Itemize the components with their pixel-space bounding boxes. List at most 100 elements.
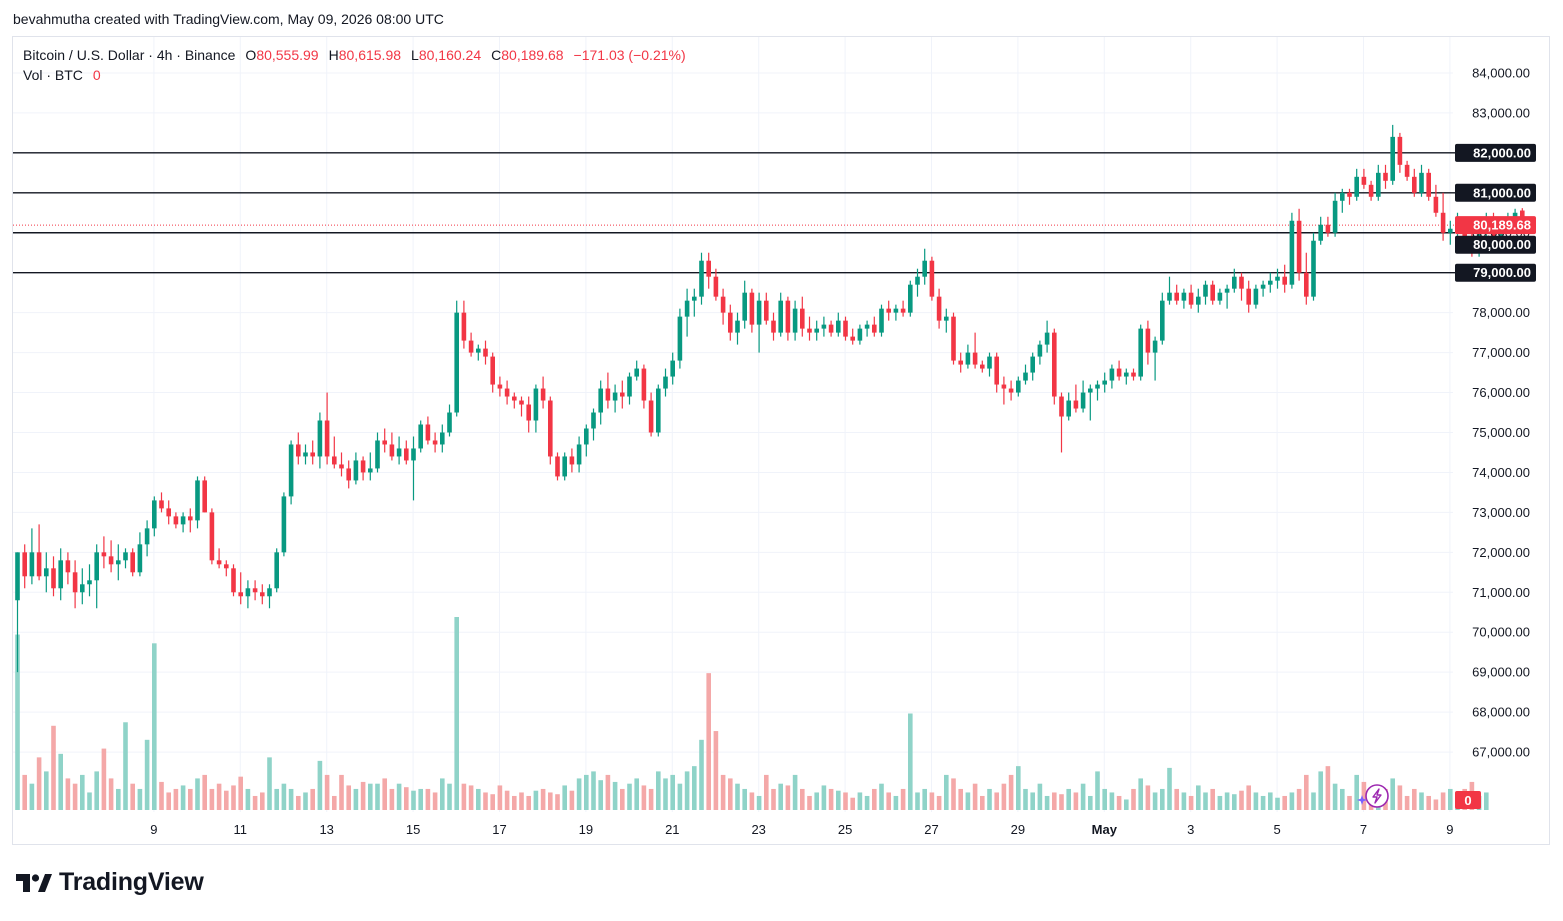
candle-body[interactable] — [396, 448, 402, 457]
candle-body[interactable] — [778, 300, 783, 333]
candle-body[interactable] — [900, 308, 906, 313]
candle-body[interactable] — [944, 316, 949, 321]
candle-body[interactable] — [116, 560, 121, 565]
candle-body[interactable] — [1383, 172, 1388, 181]
candle-body[interactable] — [972, 352, 978, 365]
candle-body[interactable] — [807, 328, 812, 333]
candle-body[interactable] — [620, 392, 625, 397]
candle-body[interactable] — [764, 300, 769, 321]
candle-body[interactable] — [857, 328, 863, 341]
candle-body[interactable] — [404, 448, 409, 461]
candle-body[interactable] — [634, 368, 639, 377]
candle-body[interactable] — [252, 588, 258, 593]
candle-body[interactable] — [1131, 372, 1136, 377]
candle-body[interactable] — [814, 328, 819, 333]
candle-body[interactable] — [965, 352, 971, 365]
candle-body[interactable] — [130, 552, 135, 573]
chart-frame[interactable] — [12, 36, 1550, 845]
candle-body[interactable] — [108, 556, 114, 565]
candle-body[interactable] — [929, 260, 935, 297]
candle-body[interactable] — [123, 552, 128, 561]
candle-body[interactable] — [749, 292, 755, 325]
candle-body[interactable] — [735, 320, 740, 333]
candle-body[interactable] — [692, 296, 697, 301]
candle-body[interactable] — [771, 320, 776, 333]
candle-body[interactable] — [476, 348, 481, 353]
candle-body[interactable] — [1253, 288, 1259, 305]
candle-body[interactable] — [188, 516, 193, 521]
candle-body[interactable] — [612, 392, 618, 401]
candle-body[interactable] — [260, 592, 265, 597]
candle-body[interactable] — [1282, 276, 1287, 285]
candle-body[interactable] — [792, 308, 798, 333]
candle-body[interactable] — [80, 584, 85, 593]
candle-body[interactable] — [1404, 164, 1410, 177]
candle-body[interactable] — [663, 376, 668, 389]
candle-body[interactable] — [22, 552, 27, 577]
candle-body[interactable] — [656, 388, 661, 433]
candle-body[interactable] — [101, 552, 107, 557]
candle-body[interactable] — [1433, 196, 1439, 213]
candle-body[interactable] — [1030, 356, 1035, 373]
candle-body[interactable] — [1397, 136, 1403, 165]
volume-label[interactable]: Vol · BTC — [23, 67, 83, 83]
candle-body[interactable] — [152, 500, 157, 529]
candle-body[interactable] — [576, 444, 582, 465]
candle-body[interactable] — [699, 260, 704, 297]
candle-body[interactable] — [418, 424, 423, 449]
candle-body[interactable] — [72, 572, 78, 593]
candle-body[interactable] — [425, 424, 431, 441]
candle-body[interactable] — [231, 568, 236, 593]
candle-body[interactable] — [310, 452, 315, 457]
candle-body[interactable] — [332, 456, 337, 465]
candle-body[interactable] — [1080, 392, 1086, 409]
candle-body[interactable] — [339, 464, 344, 469]
candle-body[interactable] — [800, 308, 805, 329]
candle-body[interactable] — [245, 588, 251, 597]
candle-body[interactable] — [958, 360, 963, 365]
candle-body[interactable] — [51, 568, 56, 589]
candle-body[interactable] — [1332, 200, 1338, 233]
symbol-label[interactable]: Bitcoin / U.S. Dollar · 4h · Binance — [23, 47, 236, 63]
candle-body[interactable] — [389, 444, 395, 457]
candle-body[interactable] — [317, 420, 323, 457]
candle-body[interactable] — [605, 388, 611, 401]
candle-body[interactable] — [1412, 176, 1417, 193]
candle-body[interactable] — [288, 444, 294, 497]
candle-body[interactable] — [1196, 296, 1201, 305]
candle-body[interactable] — [1232, 276, 1237, 289]
candle-body[interactable] — [497, 384, 503, 389]
candle-body[interactable] — [281, 496, 287, 553]
candle-body[interactable] — [1116, 368, 1122, 377]
candle-body[interactable] — [504, 388, 510, 397]
candle-body[interactable] — [87, 580, 92, 585]
candle-body[interactable] — [569, 456, 575, 465]
candle-body[interactable] — [1181, 292, 1187, 301]
candle-body[interactable] — [166, 508, 171, 517]
candle-body[interactable] — [1354, 176, 1359, 197]
candle-body[interactable] — [58, 560, 63, 589]
candle-body[interactable] — [843, 320, 848, 337]
candle-body[interactable] — [1304, 272, 1309, 297]
candle-body[interactable] — [432, 440, 438, 445]
candle-body[interactable] — [1268, 280, 1273, 285]
candle-body[interactable] — [821, 324, 827, 329]
candle-body[interactable] — [1224, 288, 1230, 293]
candle-body[interactable] — [864, 324, 870, 329]
candle-body[interactable] — [1217, 292, 1223, 301]
candle-body[interactable] — [29, 552, 35, 577]
candle-body[interactable] — [915, 276, 920, 285]
candle-body[interactable] — [728, 312, 733, 333]
candle-body[interactable] — [1210, 284, 1215, 301]
candle-body[interactable] — [922, 260, 927, 277]
candle-body[interactable] — [1289, 220, 1295, 285]
candle-body[interactable] — [1318, 224, 1323, 241]
candle-body[interactable] — [159, 500, 164, 509]
tradingview-logo[interactable]: TradingView — [16, 868, 204, 897]
candle-body[interactable] — [224, 564, 229, 569]
candle-body[interactable] — [346, 468, 351, 481]
candle-body[interactable] — [267, 588, 272, 597]
candle-body[interactable] — [706, 260, 711, 277]
candle-body[interactable] — [1008, 388, 1014, 393]
